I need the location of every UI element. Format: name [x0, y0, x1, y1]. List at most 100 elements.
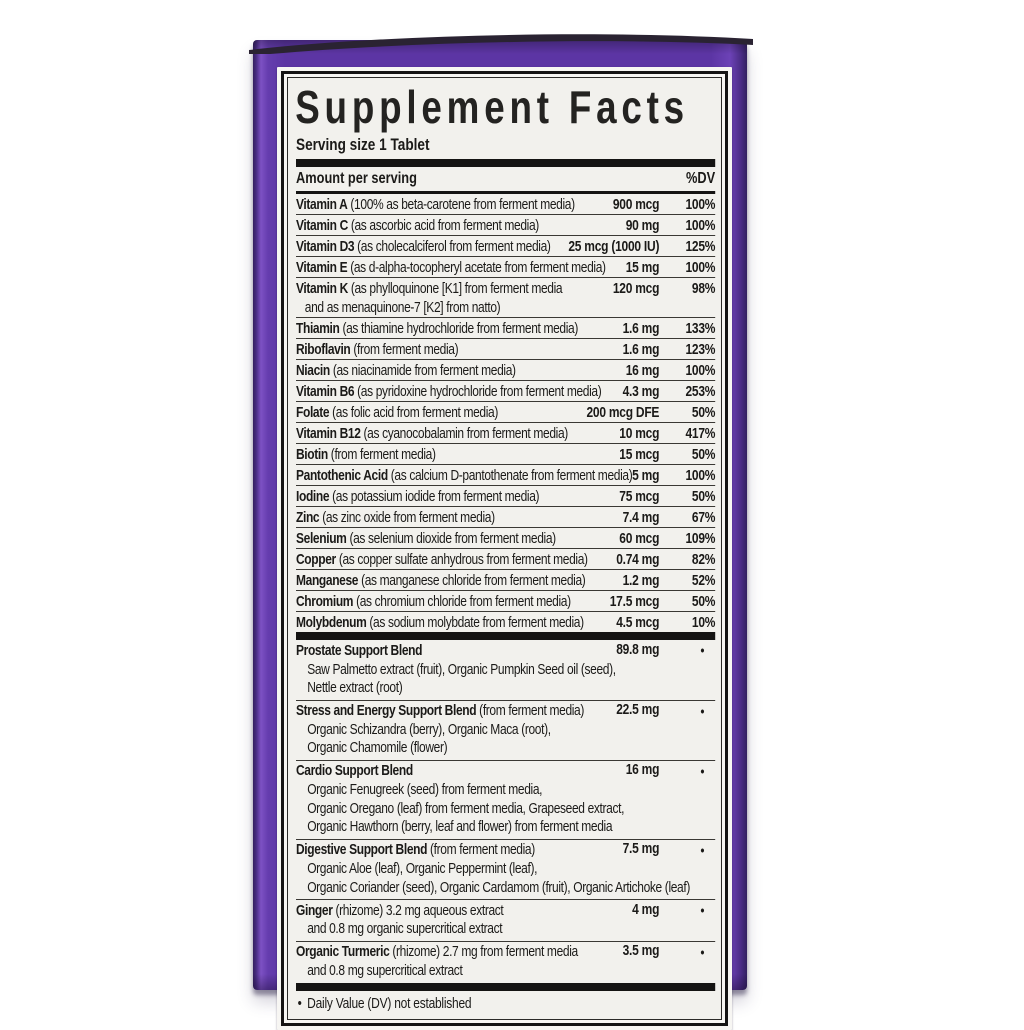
supplement-facts-label: Supplement Facts Serving size 1 Tablet A… [277, 67, 732, 1030]
nutrient-source: (as d-alpha-tocopheryl acetate from ferm… [347, 258, 606, 276]
dv-header: %DV [686, 169, 716, 187]
blend-section: Cardio Support Blend Organic Fenugreek (s… [296, 761, 716, 840]
nutrient-dv: 125% [685, 237, 716, 255]
table-row: Vitamin K (as phylloquinone [K1] from fe… [296, 278, 716, 319]
nutrient-source: (as copper sulfate anhydrous from fermen… [335, 550, 588, 568]
blend-section: Organic Turmeric (rhizome) 2.7 mg from f… [296, 942, 715, 983]
table-row: Iodine (as potassium iodide from ferment… [296, 486, 715, 508]
nutrient-dv: 98% [691, 279, 716, 297]
nutrient-dv: 100% [685, 216, 716, 234]
nutrient-source: (as folic acid from ferment media) [329, 403, 498, 421]
nutrient-source: (from ferment media) [350, 340, 459, 358]
table-row: Vitamin C (as ascorbic acid from ferment… [296, 215, 716, 237]
nutrient-source: (as phylloquinone [K1] from ferment medi… [347, 279, 563, 297]
nutrient-dv: 50% [691, 592, 716, 610]
blend-amount: 89.8 mg [616, 640, 660, 658]
nutrient-desc-line: Vitamin B6 (as pyridoxine hydrochloride … [296, 382, 715, 401]
nutrient-name: Vitamin B6 [296, 382, 355, 400]
blend-title-line: Cardio Support Blend [296, 762, 715, 781]
blend-ingredient-line: Organic Coriander (seed), Organic Cardam… [307, 878, 690, 896]
nutrient-name: Biotin [296, 445, 328, 463]
nutrient-source: (as calcium D-pantothenate from ferment … [387, 466, 633, 484]
blend-ingredient-line: and 0.8 mg organic supercritical extract [307, 920, 503, 938]
nutrient-amount: 1.6 mg [622, 340, 660, 358]
nutrient-amount: 900 mcg [612, 195, 660, 213]
blend-dv-bullet: • [700, 762, 704, 779]
blend-name: Ginger [296, 901, 333, 919]
nutrient-amount: 200 mcg DFE [586, 403, 660, 421]
supplement-box: Supplement Facts Serving size 1 Tablet A… [249, 34, 753, 1030]
nutrient-desc-line: Selenium (as selenium dioxide from ferme… [296, 529, 715, 548]
nutrient-amount: 60 mcg [619, 529, 660, 547]
table-row: Riboflavin (from ferment media) 1.6 mg 123… [296, 339, 716, 361]
box-top-seam [249, 34, 753, 54]
blend-ingredient-line: and 0.8 mg supercritical extract [307, 961, 463, 979]
blend-section: Stress and Energy Support Blend (from fe… [296, 701, 716, 761]
nutrient-desc-line: Vitamin A (100% as beta-carotene from fe… [296, 195, 715, 214]
nutrient-source: (as cyanocobalamin from ferment media) [360, 424, 568, 442]
nutrient-name: Pantothenic Acid [296, 466, 388, 484]
blend-title-line: Stress and Energy Support Blend (from fe… [296, 702, 715, 721]
nutrient-rows: Vitamin A (100% as beta-carotene from fe… [296, 194, 715, 632]
table-row: Biotin (from ferment media) 15 mcg 50% [296, 444, 716, 466]
blend-dv-bullet: • [700, 902, 704, 919]
nutrient-name: Riboflavin [296, 340, 351, 358]
table-row: Selenium (as selenium dioxide from ferme… [296, 528, 715, 550]
nutrient-amount: 15 mcg [619, 445, 660, 463]
nutrient-amount: 5 mg [632, 466, 660, 484]
blend-ingredient-line: Organic Chamomile (flower) [307, 739, 448, 757]
nutrient-dv: 52% [691, 571, 716, 589]
thick-rule-middle [296, 632, 716, 641]
nutrient-name: Iodine [296, 487, 330, 505]
footnote-bullet: • [297, 994, 302, 1012]
nutrient-name: Vitamin K [296, 279, 348, 297]
nutrient-dv: 100% [685, 195, 716, 213]
table-row: Chromium (as chromium chloride from ferm… [296, 591, 716, 613]
nutrient-name: Vitamin E [296, 258, 348, 276]
nutrient-name: Chromium [296, 592, 354, 610]
nutrient-dv: 67% [691, 508, 716, 526]
table-row: Manganese (as manganese chloride from fe… [296, 570, 716, 592]
blend-title-line: Ginger (rhizome) 3.2 mg aqueous extract [296, 902, 715, 921]
footnote-text: Daily Value (DV) not established [307, 994, 472, 1012]
nutrient-dv: 50% [691, 445, 716, 463]
nutrient-amount: 25 mcg (1000 IU) [568, 237, 660, 255]
nutrient-dv: 100% [685, 258, 716, 276]
blend-section: Digestive Support Blend (from ferment me… [296, 840, 716, 901]
nutrient-desc-line: Pantothenic Acid (as calcium D-pantothen… [296, 466, 715, 485]
nutrient-desc-line: Chromium (as chromium chloride from ferm… [296, 592, 715, 611]
nutrient-source: (as thiamine hydrochloride from ferment … [339, 319, 579, 337]
nutrient-source: (100% as beta-carotene from ferment medi… [347, 195, 575, 213]
blend-dv-bullet: • [700, 642, 704, 659]
blend-ingredient-line: Organic Hawthorn (berry, leaf and flower… [307, 818, 613, 836]
blend-sections: Prostate Support Blend Saw Palmetto extra… [296, 640, 716, 983]
table-row: Pantothenic Acid (as calcium D-pantothen… [296, 465, 715, 487]
nutrient-dv: 123% [685, 340, 716, 358]
nutrient-name: Selenium [296, 529, 347, 547]
blend-title-line: Prostate Support Blend [296, 642, 715, 661]
nutrient-source: (as sodium molybdate from ferment media) [366, 613, 584, 631]
nutrient-name: Thiamin [296, 319, 340, 337]
nutrient-desc-line: Biotin (from ferment media) [296, 445, 715, 464]
nutrient-source: (as pyridoxine hydrochloride from fermen… [354, 382, 602, 400]
table-row: Vitamin A (100% as beta-carotene from fe… [296, 194, 716, 216]
nutrient-desc-line: Folate (as folic acid from ferment media… [296, 403, 715, 422]
nutrient-amount: 15 mg [625, 258, 660, 276]
nutrient-dv: 417% [685, 424, 716, 442]
nutrient-desc-line: Vitamin C (as ascorbic acid from ferment… [296, 216, 715, 235]
nutrient-amount: 4.5 mcg [616, 613, 660, 631]
nutrient-source: (as niacinamide from ferment media) [329, 361, 516, 379]
blend-ingredient-line: Organic Schizandra (berry), Organic Maca… [307, 720, 551, 738]
nutrient-name: Molybdenum [296, 613, 367, 631]
nutrient-source: (as cholecalciferol from ferment media) [354, 237, 551, 255]
blend-name: Organic Turmeric [296, 943, 390, 961]
nutrient-source: (as chromium chloride from ferment media… [353, 592, 571, 610]
nutrient-desc-line: Vitamin K (as phylloquinone [K1] from fe… [296, 279, 715, 298]
nutrient-amount: 10 mcg [619, 424, 660, 442]
nutrient-amount: 17.5 mcg [609, 592, 660, 610]
table-row: Niacin (as niacinamide from ferment medi… [296, 360, 715, 382]
nutrient-name: Copper [296, 550, 336, 568]
nutrient-source: (from ferment media) [327, 445, 436, 463]
nutrient-desc-line: Vitamin E (as d-alpha-tocopheryl acetate… [296, 258, 715, 277]
